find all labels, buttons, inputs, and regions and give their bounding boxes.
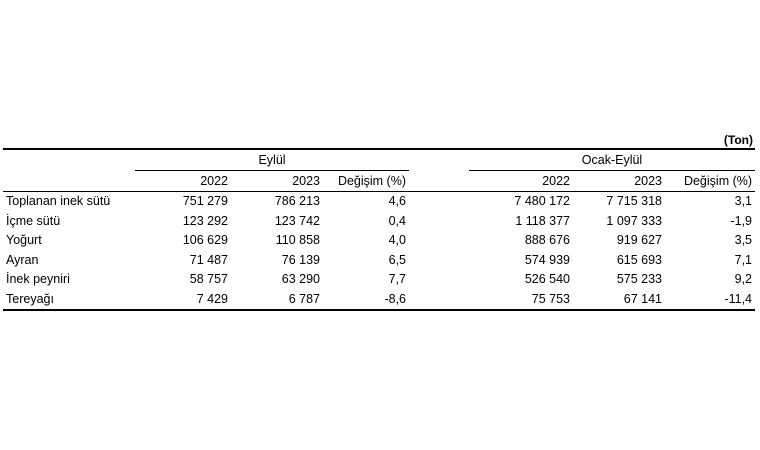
- table-cell: 9,2: [734, 272, 753, 287]
- column-header: 2022: [200, 173, 228, 188]
- table-cell: 526 540: [524, 272, 570, 287]
- table-cell: 888 676: [524, 233, 570, 248]
- table-cell: 76 139: [281, 252, 320, 267]
- row-label: Tereyağı: [6, 291, 54, 306]
- table-cell: 575 233: [616, 272, 662, 287]
- table-cell: 67 141: [623, 291, 662, 306]
- table-cell: 3,1: [734, 194, 753, 209]
- row-label: Ayran: [6, 252, 39, 267]
- row-label: İnek peyniri: [6, 272, 70, 287]
- table-cell: 6 787: [288, 291, 320, 306]
- table-row: Yoğurt 106 629 110 858 4,0 888 676 919 6…: [3, 231, 755, 251]
- column-header: 2023: [292, 173, 320, 188]
- table-cell: 110 858: [275, 233, 320, 248]
- column-header: Değişim (%): [337, 173, 406, 188]
- table-cell: 58 757: [189, 272, 228, 287]
- table-cell: 4,6: [388, 194, 406, 209]
- table-cell: 6,5: [388, 252, 406, 267]
- table-cell: 751 279: [182, 194, 228, 209]
- table-cell: 4,0: [388, 233, 406, 248]
- row-label: Toplanan inek sütü: [6, 194, 111, 209]
- spacer-cell: [409, 149, 469, 171]
- table-cell: 7,1: [734, 252, 753, 267]
- table-cell: 63 290: [281, 272, 320, 287]
- table-row: İnek peyniri 58 757 63 290 7,7 526 540 5…: [3, 270, 755, 290]
- table-cell: 123 292: [182, 213, 228, 228]
- table-cell: 0,4: [388, 213, 406, 228]
- spacer-cell: [409, 191, 469, 211]
- column-header: Değişim (%): [683, 173, 753, 188]
- production-table: Eylül Ocak-Eylül 2022 2023 Değişim (%) 2…: [3, 148, 756, 311]
- column-header: 2022: [542, 173, 570, 188]
- spacer-cell: [409, 211, 469, 231]
- table-cell: 615 693: [616, 252, 662, 267]
- group-header-eylul: Eylül: [135, 149, 409, 171]
- row-label: Yoğurt: [6, 233, 42, 248]
- table-cell: -8,6: [384, 291, 406, 306]
- table-row: İçme sütü 123 292 123 742 0,4 1 118 377 …: [3, 211, 755, 231]
- table-cell: 7 715 318: [606, 194, 662, 209]
- table-cell: -1,9: [730, 213, 753, 228]
- group-header-ocak-eylul: Ocak-Eylül: [469, 149, 756, 171]
- spacer-cell: [409, 250, 469, 270]
- empty-cell: [3, 171, 135, 192]
- column-header: 2023: [634, 173, 662, 188]
- table-cell: 7 429: [196, 291, 228, 306]
- table-cell: 3,5: [734, 233, 753, 248]
- group-header-row: Eylül Ocak-Eylül: [3, 149, 756, 171]
- table-row: Ayran 71 487 76 139 6,5 574 939 615 693 …: [3, 250, 755, 270]
- spacer-cell: [409, 289, 469, 310]
- table-cell: 1 118 377: [515, 213, 570, 228]
- spacer-cell: [409, 171, 469, 192]
- table-cell: -11,4: [724, 291, 753, 306]
- spacer-cell: [409, 231, 469, 251]
- table-cell: 123 742: [274, 213, 320, 228]
- table-cell: 7 480 172: [514, 194, 570, 209]
- unit-label: (Ton): [723, 133, 753, 147]
- table-cell: 106 629: [182, 233, 228, 248]
- table-cell: 75 753: [531, 291, 570, 306]
- table-cell: 71 487: [189, 252, 228, 267]
- table-cell: 574 939: [524, 252, 570, 267]
- empty-cell: [3, 149, 135, 171]
- table-cell: 1 097 333: [606, 213, 662, 228]
- table-row: Toplanan inek sütü 751 279 786 213 4,6 7…: [3, 191, 755, 211]
- row-label: İçme sütü: [6, 213, 61, 228]
- table-cell: 919 627: [616, 233, 662, 248]
- column-header-row: 2022 2023 Değişim (%) 2022 2023 Değişim …: [3, 171, 756, 192]
- table-row: Tereyağı 7 429 6 787 -8,6 75 753 67 141 …: [3, 289, 756, 310]
- table-cell: 7,7: [388, 272, 406, 287]
- table-cell: 786 213: [274, 194, 320, 209]
- spacer-cell: [409, 270, 469, 290]
